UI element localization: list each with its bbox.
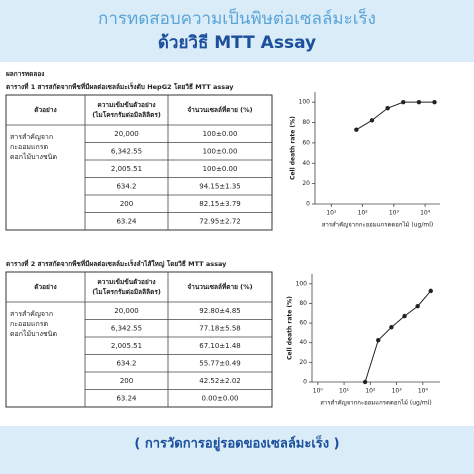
title: การทดสอบความเป็นพิษต่อเซลล์มะเร็ง: [98, 7, 376, 29]
table-header: จำนวนเซลล์ที่ตาย (%): [187, 104, 252, 114]
table-caption: ตารางที่ 2 สารสกัดจากพืชที่มีผลต่อเซลล์ม…: [6, 258, 227, 268]
y-tick-label: 20: [299, 359, 307, 366]
table-cell: 82.15±3.79: [199, 200, 241, 208]
x-tick-label: 10¹: [339, 388, 350, 395]
data-point: [416, 99, 422, 105]
table-header: ตัวอย่าง: [34, 283, 56, 291]
x-axis-label: สารสำคัญจากกะออมแกรดดอกไม้ (ug/ml): [320, 399, 431, 407]
table-caption: ตารางที่ 1 สารสกัดจากพืชที่มีผลต่อเซลล์ม…: [6, 81, 234, 91]
table-cell: 42.52±2.02: [199, 377, 241, 385]
y-tick-label: 100: [296, 280, 308, 287]
y-tick-label: 0: [303, 379, 307, 386]
x-tick-label: 10⁴: [420, 210, 431, 217]
table-header: ตัวอย่าง: [34, 106, 56, 114]
data-point: [385, 105, 390, 111]
table-cell: 634.2: [116, 359, 136, 367]
table-cell: 94.15±1.35: [199, 182, 241, 190]
subtitle: ด้วยวิธี MTT Assay: [158, 32, 316, 53]
table-cell: 2,005.51: [111, 165, 142, 173]
sample-label: ดอกไม้บางชนิด: [10, 329, 57, 338]
y-axis-label: Cell death rate (%): [287, 296, 294, 360]
x-tick-label: 10³: [389, 210, 400, 217]
sample-label: ดอกไม้บางชนิด: [10, 152, 57, 161]
x-tick-label: 10²: [358, 210, 369, 217]
table-cell: 77.18±5.58: [199, 324, 241, 332]
y-tick-label: 40: [302, 160, 310, 167]
table-cell: 20,000: [114, 130, 139, 138]
table-cell: 100±0.00: [203, 130, 238, 138]
table-cell: 63.24: [116, 217, 137, 225]
table-cell: 100±0.00: [203, 165, 238, 173]
y-tick-label: 20: [302, 180, 310, 187]
table-cell: 200: [120, 377, 133, 385]
table-header: (ไมโครกรัมต่อมิลลิลิตร): [92, 287, 161, 296]
data-point: [415, 304, 420, 309]
y-tick-label: 40: [299, 339, 307, 346]
data-point: [362, 379, 368, 385]
table-cell: 20,000: [114, 307, 139, 315]
table-cell: 63.24: [116, 394, 137, 402]
trend-line: [364, 290, 432, 383]
data-point: [428, 288, 433, 294]
x-tick-label: 10³: [392, 388, 403, 395]
x-tick-label: 10¹: [326, 210, 337, 217]
trend-line: [356, 101, 435, 131]
data-point: [354, 127, 359, 132]
y-tick-label: 0: [306, 201, 310, 208]
table-cell: 67.10±1.48: [199, 342, 241, 350]
y-tick-label: 80: [302, 119, 310, 126]
table-cell: 634.2: [116, 182, 136, 190]
x-tick-label: 10⁴: [418, 388, 429, 395]
y-tick-label: 100: [299, 99, 311, 106]
table-cell: 100±0.00: [203, 147, 238, 155]
header-band: [0, 0, 474, 62]
sample-label: สารสำคัญจาก: [10, 133, 53, 141]
data-point: [401, 99, 406, 105]
x-tick-label: 10²: [365, 388, 376, 395]
footer-band: [0, 426, 474, 474]
x-axis-label: สารสำคัญจากกะออมแกรดดอกไม้ (ug/ml): [322, 221, 433, 229]
y-axis-label: Cell death rate (%): [290, 116, 297, 180]
table-cell: 2,005.51: [111, 342, 142, 350]
table-border: [5, 271, 273, 408]
table-cell: 72.95±2.72: [199, 217, 241, 225]
table-header: ความเข้มข้นตัวอย่าง: [97, 100, 155, 109]
table-cell: 6,342.55: [111, 147, 142, 155]
data-point: [376, 338, 381, 343]
table-header: ความเข้มข้นตัวอย่าง: [97, 277, 155, 286]
table-header: จำนวนเซลล์ที่ตาย (%): [187, 281, 252, 291]
sample-label: กะออมแกรต: [10, 320, 49, 328]
y-tick-label: 80: [299, 300, 307, 307]
y-tick-label: 60: [302, 139, 310, 146]
table-cell: 0.00±0.00: [201, 394, 238, 402]
footer: ( การวัดการอยู่รอดของเซลล์มะเร็ง ): [134, 434, 339, 452]
x-tick-label: 10⁰: [313, 388, 324, 395]
data-point: [389, 325, 394, 330]
sample-label: กะออมแกรต: [10, 143, 49, 151]
table-cell: 6,342.55: [111, 324, 142, 332]
section-title: ผลการทดลอง: [6, 70, 44, 78]
data-point: [432, 99, 437, 105]
table-cell: 200: [120, 200, 133, 208]
sample-label: สารสำคัญจาก: [10, 310, 53, 318]
y-tick-label: 60: [299, 320, 307, 327]
table-cell: 92.80±4.85: [199, 307, 241, 315]
data-point: [402, 313, 407, 319]
table-cell: 55.77±0.49: [199, 359, 241, 367]
table-border: [5, 94, 273, 231]
table-header: (ไมโครกรัมต่อมิลลิลิตร): [92, 110, 161, 119]
data-point: [369, 118, 375, 123]
